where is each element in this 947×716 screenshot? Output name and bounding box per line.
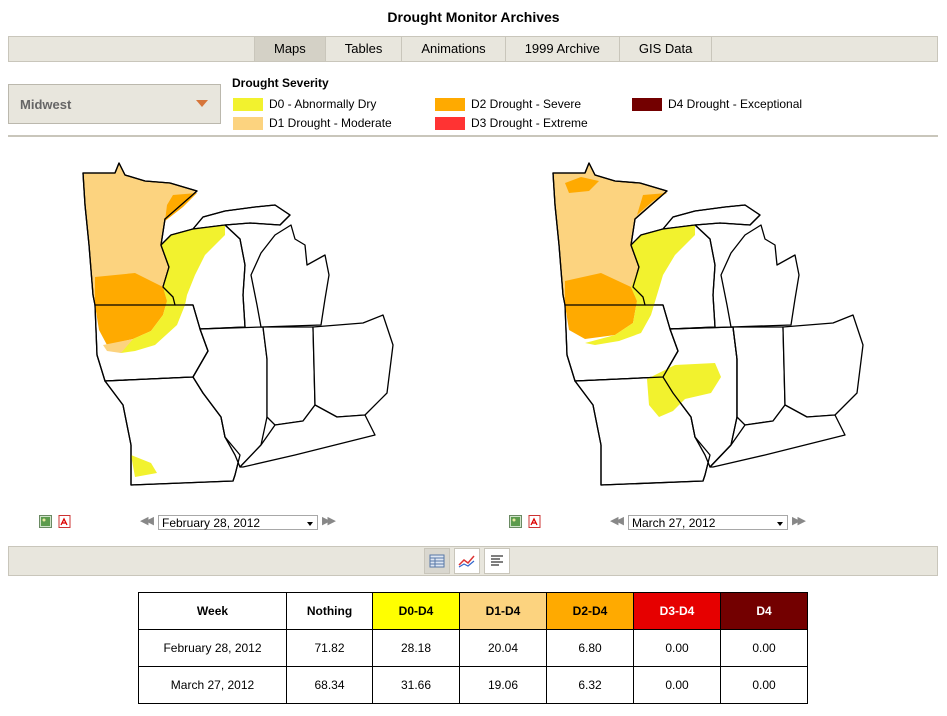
table-header-row: Week Nothing D0-D4 D1-D4 D2-D4 D3-D4 D4 (138, 592, 808, 630)
tab-1999-archive[interactable]: 1999 Archive (506, 37, 620, 61)
legend-label: D4 Drought - Exceptional (668, 97, 803, 111)
drought-map-mar-27-2012 (552, 162, 864, 486)
cell-nothing: 71.82 (286, 629, 373, 667)
next-week-icon[interactable]: ▶▶ (792, 515, 806, 527)
map1-export-icons (39, 515, 71, 528)
cell-week: March 27, 2012 (138, 666, 287, 704)
cell-d3-d4: 0.00 (633, 666, 721, 704)
legend-label: D2 Drought - Severe (471, 97, 582, 111)
map2-date-select[interactable]: March 27, 2012 (628, 515, 788, 530)
chevron-down-icon (196, 100, 208, 107)
map2-date-value: March 27, 2012 (632, 516, 716, 530)
cell-d3-d4: 0.00 (633, 629, 721, 667)
cell-d0-d4: 28.18 (372, 629, 460, 667)
legend-swatch (435, 97, 465, 111)
view-toggle-bar (8, 546, 938, 576)
previous-week-icon[interactable]: ◀◀ (610, 515, 624, 527)
table-view-button[interactable] (424, 548, 450, 574)
legend-item-d4: D4 Drought - Exceptional (632, 97, 802, 111)
legend-item-d3: D3 Drought - Extreme (435, 116, 588, 130)
tab-bar: Maps Tables Animations 1999 Archive GIS … (8, 36, 938, 62)
legend-item-d2: D2 Drought - Severe (435, 97, 581, 111)
map1-date-select[interactable]: February 28, 2012 (158, 515, 318, 530)
col-d2-d4: D2-D4 (546, 592, 634, 630)
image-icon[interactable] (39, 515, 52, 528)
legend-item-d1: D1 Drought - Moderate (233, 116, 392, 130)
tab-maps[interactable]: Maps (254, 37, 326, 61)
cell-d2-d4: 6.32 (546, 666, 634, 704)
cell-d1-d4: 20.04 (459, 629, 547, 667)
col-d3-d4: D3-D4 (633, 592, 721, 630)
image-icon[interactable] (509, 515, 522, 528)
col-d0-d4: D0-D4 (372, 592, 460, 630)
legend-swatch (233, 97, 263, 111)
map1-date-value: February 28, 2012 (162, 516, 261, 530)
legend-title: Drought Severity (232, 76, 329, 90)
table-row: February 28, 2012 71.82 28.18 20.04 6.80… (138, 629, 808, 667)
legend-swatch (233, 116, 263, 130)
chart-view-button[interactable] (454, 548, 480, 574)
legend-label: D3 Drought - Extreme (471, 116, 588, 130)
cell-d0-d4: 31.66 (372, 666, 460, 704)
text-icon (491, 555, 503, 566)
legend-label: D1 Drought - Moderate (269, 116, 392, 130)
col-week: Week (138, 592, 287, 630)
chevron-down-icon (777, 522, 783, 526)
next-week-icon[interactable]: ▶▶ (322, 515, 336, 527)
table-icon (429, 554, 445, 568)
legend-item-d0: D0 - Abnormally Dry (233, 97, 376, 111)
tab-gis-data[interactable]: GIS Data (620, 37, 713, 61)
divider (8, 135, 938, 137)
previous-week-icon[interactable]: ◀◀ (140, 515, 154, 527)
col-d1-d4: D1-D4 (459, 592, 547, 630)
cell-nothing: 68.34 (286, 666, 373, 704)
legend-swatch (435, 116, 465, 130)
legend-label: D0 - Abnormally Dry (269, 97, 377, 111)
text-view-button[interactable] (484, 548, 510, 574)
chevron-down-icon (307, 522, 313, 526)
drought-statistics-table: Week Nothing D0-D4 D1-D4 D2-D4 D3-D4 D4 … (138, 592, 808, 704)
region-select[interactable]: Midwest (8, 84, 221, 124)
pdf-icon[interactable] (528, 515, 541, 528)
legend-swatch (632, 97, 662, 111)
pdf-icon[interactable] (58, 515, 71, 528)
page-title: Drought Monitor Archives (387, 9, 560, 25)
col-d4: D4 (720, 592, 808, 630)
map2-export-icons (509, 515, 541, 528)
tab-animations[interactable]: Animations (402, 37, 506, 61)
region-select-value: Midwest (20, 97, 72, 112)
cell-d4: 0.00 (720, 666, 808, 704)
chart-icon (458, 555, 475, 568)
tab-tables[interactable]: Tables (326, 37, 403, 61)
table-row: March 27, 2012 68.34 31.66 19.06 6.32 0.… (138, 666, 808, 704)
drought-map-feb-28-2012 (82, 162, 394, 486)
cell-d4: 0.00 (720, 629, 808, 667)
col-nothing: Nothing (286, 592, 373, 630)
cell-week: February 28, 2012 (138, 629, 287, 667)
cell-d2-d4: 6.80 (546, 629, 634, 667)
cell-d1-d4: 19.06 (459, 666, 547, 704)
